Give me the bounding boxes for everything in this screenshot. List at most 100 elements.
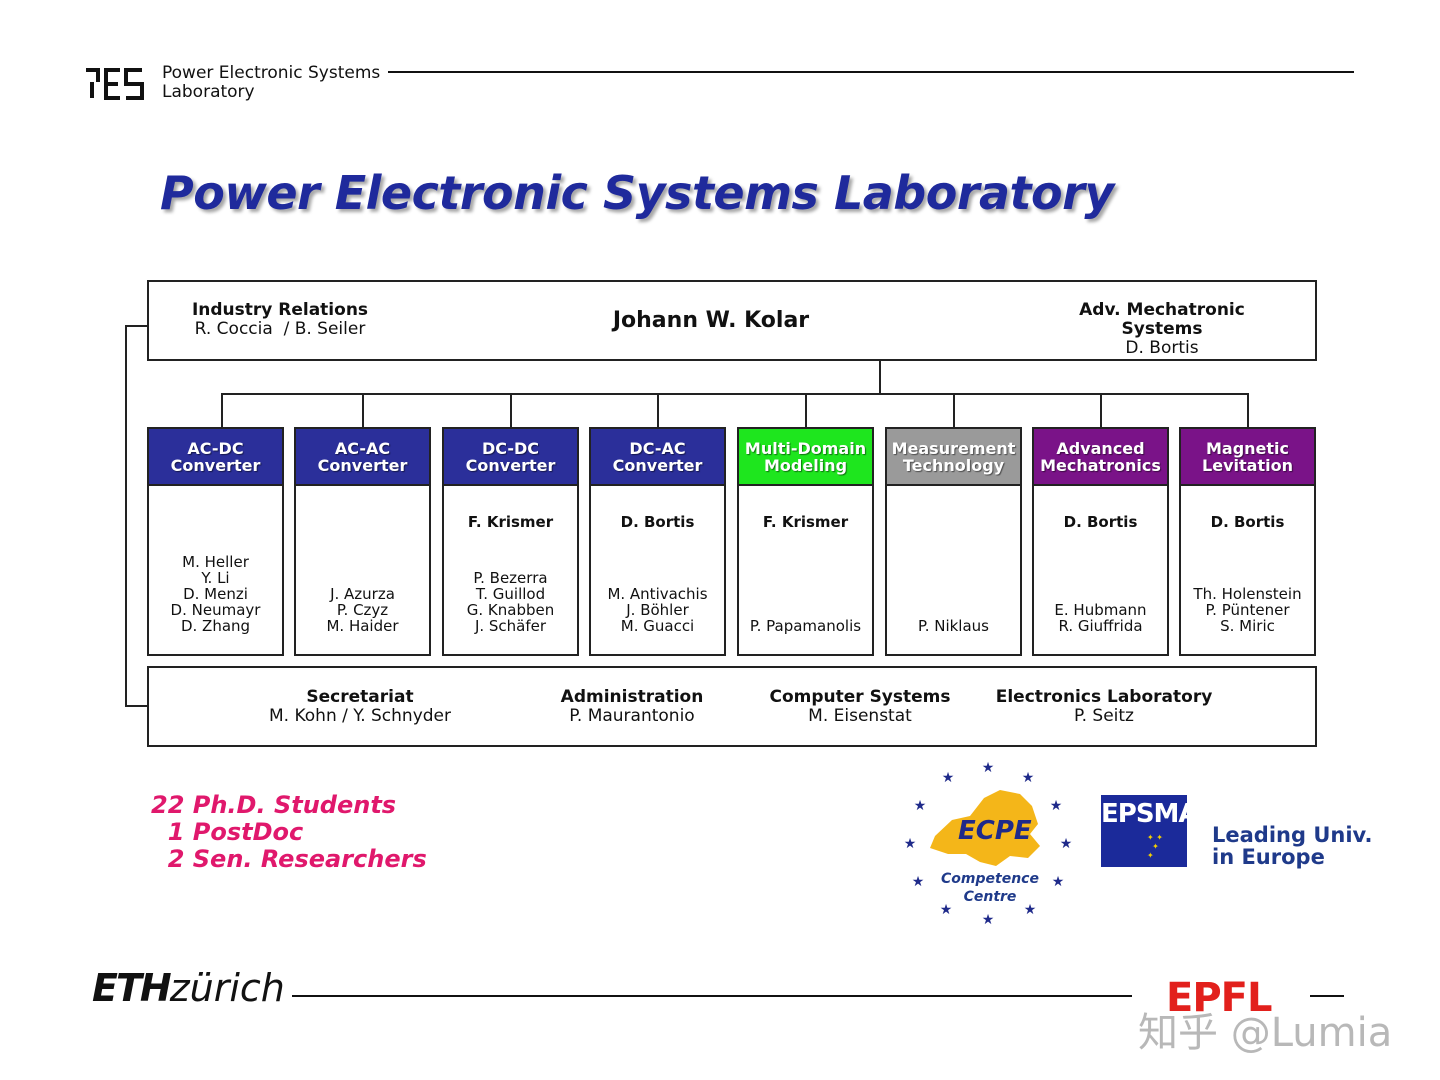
header-rule: [388, 71, 1354, 73]
eth-zurich-logo: ETHzürich: [92, 966, 285, 1010]
group-members: P. Papamanolis: [739, 618, 872, 634]
group-measurement: Measurement Technology P. Niklaus: [885, 427, 1022, 656]
member: S. Miric: [1220, 617, 1275, 635]
member: Y. Li: [201, 569, 230, 587]
member: J. Schäfer: [474, 617, 547, 635]
postdoc: 1 PostDoc: [151, 818, 304, 846]
group-header-line1: DC-DC: [481, 438, 540, 458]
group-advanced-mechatronics: Advanced Mechatronics D. Bortis E. Hubman…: [1032, 427, 1169, 656]
lab-name-line2: Laboratory: [162, 82, 255, 102]
group-magnetic-levitation: Magnetic Levitation D. Bortis Th. Holenst…: [1179, 427, 1316, 656]
member: P. Püntener: [1205, 601, 1290, 619]
watermark: 知乎 @Lumia: [1138, 1010, 1393, 1056]
senior-researchers: 2 Sen. Researchers: [151, 845, 427, 873]
member: M. Antivachis: [607, 585, 708, 603]
epsma-stars-icon: ✦ ✦ ✦ ✦: [1147, 833, 1163, 860]
member: J. Böhler: [626, 601, 689, 619]
svg-text:★: ★: [1022, 770, 1035, 786]
group-header: Advanced Mechatronics: [1034, 429, 1167, 486]
group-dc-dc: DC-DC Converter F. Krismer P. Bezerra T. …: [442, 427, 579, 656]
svg-text:★: ★: [1024, 902, 1037, 918]
industry-relations-names: R. Coccia / B. Seiler: [194, 319, 366, 339]
group-lead: F. Krismer: [467, 513, 554, 531]
group-header-line2: Levitation: [1202, 455, 1293, 475]
svg-text:★: ★: [982, 912, 995, 928]
group-header-line1: Multi-Domain: [744, 438, 867, 458]
connector-drop: [1247, 393, 1249, 427]
svg-text:★: ★: [914, 798, 927, 814]
epsma-logo: EPSMA ✦ ✦ ✦ ✦: [1101, 795, 1199, 867]
adv-mechatronic-systems: Adv. Mechatronic Systems D. Bortis: [1040, 301, 1284, 358]
group-header-line2: Mechatronics: [1040, 455, 1161, 475]
connector-drop: [657, 393, 659, 427]
group-header-line1: DC-AC: [629, 438, 686, 458]
group-header: Measurement Technology: [887, 429, 1020, 486]
lab-name: Power Electronic Systems Laboratory: [162, 64, 380, 102]
bracket-bottom: [125, 705, 148, 707]
group-lead: D. Bortis: [1210, 513, 1285, 531]
ecpe-caption-line2: Centre: [963, 889, 1017, 905]
group-multi-domain: Multi-Domain Modeling F. Krismer P. Papam…: [737, 427, 874, 656]
group-members: P. Bezerra T. Guillod G. Knabben J. Schä…: [444, 570, 577, 634]
connector-drop: [1100, 393, 1102, 427]
group-header-line2: Technology: [902, 455, 1005, 475]
secretariat-title: Secretariat: [306, 687, 414, 707]
bracket-top: [125, 325, 148, 327]
connector-drop: [805, 393, 807, 427]
phd-students: 22 Ph.D. Students: [151, 791, 397, 819]
connector-drop: [362, 393, 364, 427]
group-header-line1: Measurement: [891, 438, 1016, 458]
administration-title: Administration: [560, 687, 704, 707]
connector-drop: [510, 393, 512, 427]
member: M. Guacci: [620, 617, 695, 635]
group-header-line2: Converter: [612, 455, 703, 475]
svg-text:★: ★: [912, 874, 925, 890]
group-header: Magnetic Levitation: [1181, 429, 1314, 486]
member: Th. Holenstein: [1193, 585, 1302, 603]
svg-text:★: ★: [1050, 798, 1063, 814]
member: P. Niklaus: [917, 617, 989, 635]
member: J. Azurza: [330, 585, 395, 603]
member: T. Guillod: [475, 585, 546, 603]
electronics-laboratory-names: P. Seitz: [1074, 706, 1134, 726]
ecpe-logo-icon: ★ ★ ★ ★ ★ ★ ★ ★ ★ ★ ★ ★: [904, 760, 1073, 928]
page-title: Power Electronic Systems Laboratory: [160, 166, 1114, 220]
epsma-name: EPSMA: [1101, 799, 1199, 829]
group-lead: F. Krismer: [762, 513, 849, 531]
connector-drop: [221, 393, 223, 427]
member: D. Menzi: [183, 585, 248, 603]
lab-name-line1: Power Electronic Systems: [162, 63, 381, 83]
svg-text:★: ★: [904, 836, 917, 852]
group-lead: D. Bortis: [620, 513, 695, 531]
member: D. Zhang: [180, 617, 251, 635]
footer-rule: [292, 995, 1132, 997]
group-ac-ac: AC-AC Converter J. Azurza P. Czyz M. Haid…: [294, 427, 431, 656]
member: M. Haider: [326, 617, 399, 635]
industry-relations-title: Industry Relations: [191, 300, 369, 320]
svg-text:★: ★: [942, 770, 955, 786]
computer-systems-title: Computer Systems: [769, 687, 951, 707]
member: R. Giuffrida: [1058, 617, 1143, 635]
group-members: E. Hubmann R. Giuffrida: [1034, 602, 1167, 634]
group-header-line1: AC-AC: [334, 438, 391, 458]
group-members: Th. Holenstein P. Püntener S. Miric: [1181, 586, 1314, 634]
ecpe-caption: Competence Centre: [930, 870, 1050, 906]
group-members: P. Niklaus: [887, 618, 1020, 634]
leading-university: Leading Univ. in Europe: [1212, 824, 1372, 868]
group-header: AC-DC Converter: [149, 429, 282, 486]
member: E. Hubmann: [1054, 601, 1147, 619]
member: P. Bezerra: [473, 569, 548, 587]
member: P. Papamanolis: [749, 617, 862, 635]
group-header-line1: Magnetic: [1205, 438, 1289, 458]
svg-text:★: ★: [1052, 874, 1065, 890]
leading-line2: in Europe: [1212, 845, 1325, 869]
group-header-line2: Converter: [465, 455, 556, 475]
group-header: Multi-Domain Modeling: [739, 429, 872, 486]
administration-names: P. Maurantonio: [569, 706, 695, 726]
secretariat-names: M. Kohn / Y. Schnyder: [269, 706, 451, 726]
ecpe-caption-line1: Competence: [941, 871, 1039, 887]
support-box: [147, 666, 1317, 747]
head-name: Johann W. Kolar: [612, 308, 810, 333]
electronics-laboratory-title: Electronics Laboratory: [995, 687, 1213, 707]
leadership-box: [147, 280, 1317, 361]
